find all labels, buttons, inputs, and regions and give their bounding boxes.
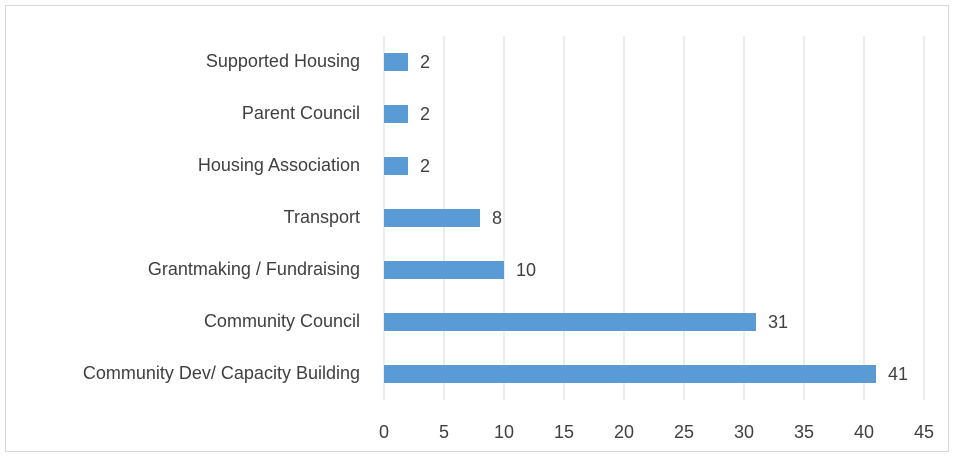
x-tick-label: 45 (914, 422, 934, 442)
x-tick-label: 20 (614, 422, 634, 442)
data-label: 2 (420, 156, 430, 176)
bar (384, 105, 408, 123)
data-label: 41 (888, 364, 908, 384)
bar (384, 365, 876, 383)
x-tick-label: 35 (794, 422, 814, 442)
x-tick-label: 30 (734, 422, 754, 442)
x-tick-label: 40 (854, 422, 874, 442)
data-label: 31 (768, 312, 788, 332)
y-tick-label: Community Dev/ Capacity Building (83, 363, 360, 383)
x-tick-label: 25 (674, 422, 694, 442)
x-tick-label: 0 (379, 422, 389, 442)
bar (384, 313, 756, 331)
y-tick-label: Transport (284, 207, 360, 227)
x-tick-label: 5 (439, 422, 449, 442)
data-label: 8 (492, 208, 502, 228)
y-tick-label: Parent Council (242, 103, 360, 123)
x-tick-label: 10 (494, 422, 514, 442)
y-tick-label: Housing Association (198, 155, 360, 175)
y-tick-label: Supported Housing (206, 51, 360, 71)
y-tick-label: Community Council (204, 311, 360, 331)
y-tick-label: Grantmaking / Fundraising (148, 259, 360, 279)
bar (384, 157, 408, 175)
data-label: 2 (420, 52, 430, 72)
data-label: 10 (516, 260, 536, 280)
x-tick-label: 15 (554, 422, 574, 442)
bar (384, 209, 480, 227)
bar (384, 53, 408, 71)
data-label: 2 (420, 104, 430, 124)
bar (384, 261, 504, 279)
chart-border (5, 5, 949, 452)
